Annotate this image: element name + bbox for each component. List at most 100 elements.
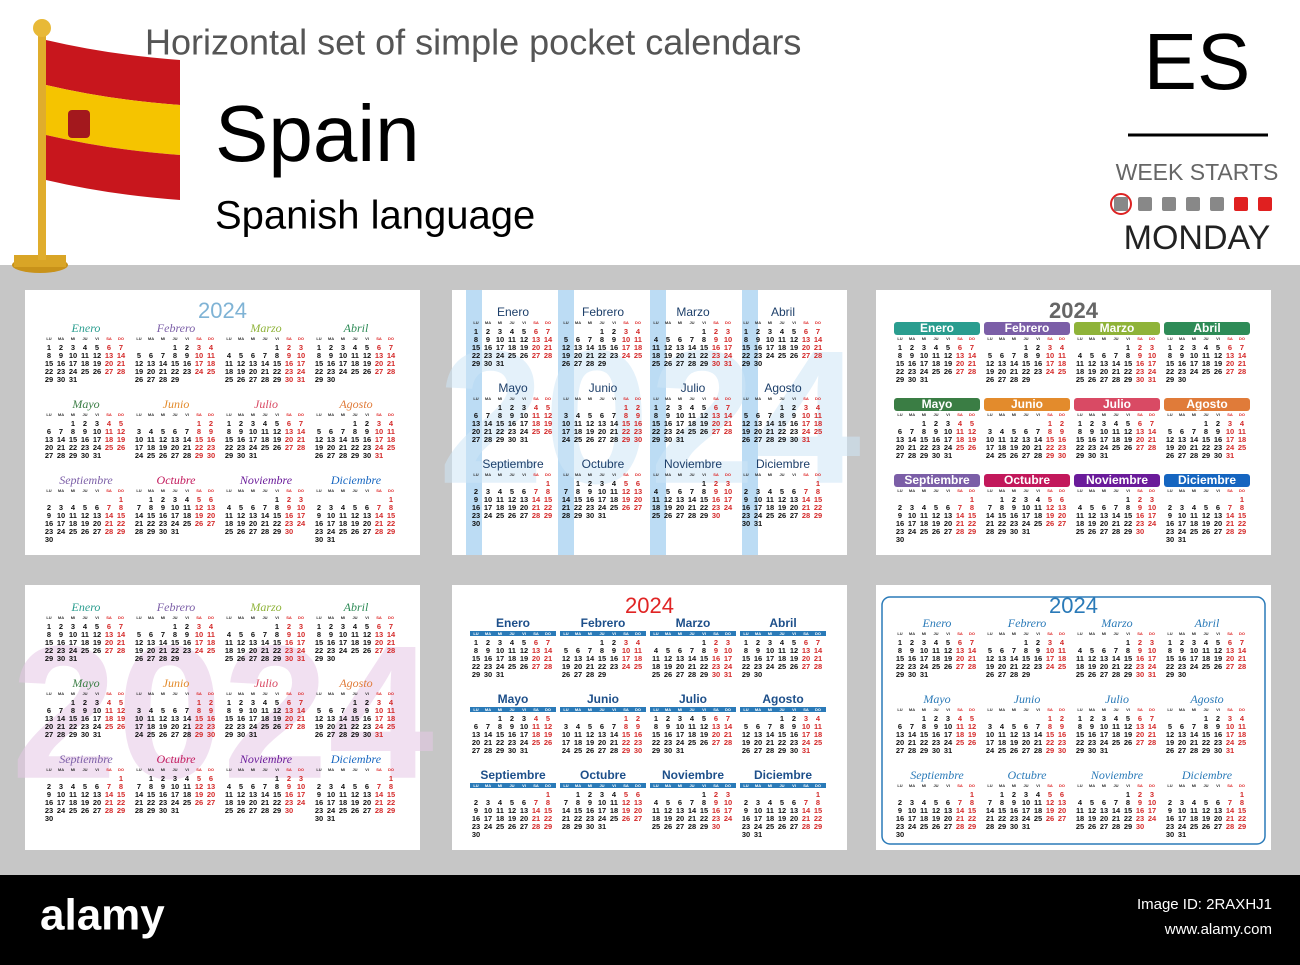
day: 13 [956,351,964,360]
day: 24 [195,646,204,655]
day: 25 [610,814,618,823]
weekday: LU [653,631,658,636]
day: 25 [532,738,540,747]
day: 3 [1228,419,1232,428]
weekday: LU [1167,631,1172,636]
day: 23 [1058,738,1066,747]
day: 7 [1114,351,1118,360]
day: 2 [1180,343,1184,352]
day: 19 [1046,806,1054,815]
month-name: Abril [769,616,796,630]
day: 6 [522,798,526,807]
day: 13 [363,790,371,799]
weekday: MI [341,691,345,696]
day: 15 [652,730,660,739]
day: 2 [185,343,189,352]
day: 24 [375,443,384,452]
day: 31 [249,730,257,739]
day: 15 [171,359,179,368]
day: 2 [1180,638,1184,647]
day: 15 [742,654,750,663]
day: 30 [237,730,245,739]
weekday: DO [969,631,975,636]
day: 16 [1058,435,1066,444]
day: 25 [814,427,822,436]
day: 30 [742,519,750,528]
weekday: VI [1036,488,1040,493]
day: 14 [183,435,192,444]
day: 30 [315,535,323,544]
day: 27 [147,375,155,384]
day: 21 [261,519,269,528]
day: 21 [814,654,822,663]
day: 9 [83,706,87,715]
day: 26 [1124,738,1132,747]
day: 14 [688,495,697,504]
day: 23 [712,351,720,360]
day: 29 [1238,822,1246,831]
day: 11 [652,806,660,815]
day: 8 [1000,503,1004,512]
day: 1 [173,622,177,631]
day: 20 [676,503,684,512]
day: 28 [57,451,65,460]
weekday: MA [665,396,671,401]
day: 30 [472,519,480,528]
day: 31 [1148,670,1156,679]
day: 26 [81,806,89,815]
day: 18 [496,503,504,512]
day: 18 [1034,511,1042,520]
day: 26 [237,654,245,663]
weekday: LU [563,783,568,788]
day: 30 [790,435,798,444]
day: 11 [574,730,582,739]
day: 21 [968,359,976,368]
weekday: JU [933,631,938,636]
day: 2 [239,419,243,428]
day: 14 [1148,722,1157,731]
weekday: VI [275,336,279,341]
day: 5 [546,714,550,723]
day: 11 [1238,427,1246,436]
day: 16 [1136,359,1144,368]
day: 27 [634,814,642,823]
day: 16 [1088,730,1096,739]
day: 6 [1024,722,1028,731]
weekday: JU [1203,488,1208,493]
day: 17 [1178,814,1186,823]
day: 6 [107,622,111,631]
day: 4 [816,403,821,412]
day: 16 [1214,435,1222,444]
day: 21 [802,503,810,512]
day: 6 [329,427,333,436]
day: 28 [484,435,492,444]
day: 9 [510,722,514,731]
day: 21 [1238,359,1246,368]
month-name: Junio [587,692,619,706]
day: 10 [496,335,504,344]
day: 13 [574,343,582,352]
day: 11 [814,722,822,731]
day: 18 [1190,814,1198,823]
day: 3 [1024,495,1028,504]
day: 15 [622,419,630,428]
day: 7 [377,503,381,512]
day: 1 [1204,419,1208,428]
day: 13 [790,495,798,504]
weekday: SA [1137,631,1143,636]
month-name: Diciembre [754,768,812,782]
day: 27 [93,806,101,815]
day: 20 [1226,359,1234,368]
day: 14 [105,790,114,799]
weekday: VI [702,707,706,712]
weekday: MA [1089,707,1095,712]
day: 7 [546,638,550,647]
day: 22 [998,814,1006,823]
day: 24 [249,722,258,731]
weekday: SA [1047,783,1053,788]
day: 3 [624,638,628,647]
day: 30 [586,511,594,520]
day: 3 [910,503,914,512]
day: 4 [958,714,963,723]
day: 16 [1058,730,1066,739]
